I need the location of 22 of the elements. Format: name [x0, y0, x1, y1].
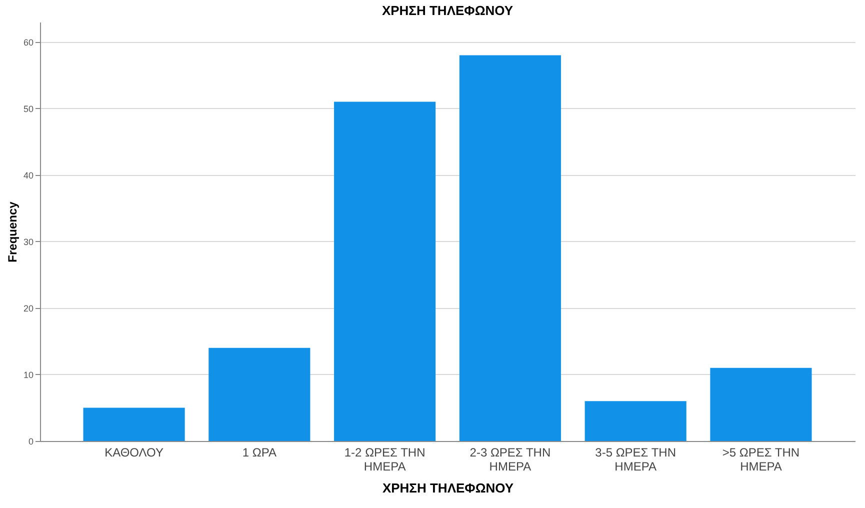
y-tick-label: 60 [23, 37, 34, 48]
x-tick-label: ΚΑΘΟΛΟΥ [104, 446, 164, 460]
x-axis-title: ΧΡΗΣΗ ΤΗΛΕΦΩΝΟΥ [382, 480, 514, 496]
x-tick-label: >5 ΩΡΕΣ ΤΗΝ ΗΜΕΡΑ [722, 446, 800, 474]
chart-title: ΧΡΗΣΗ ΤΗΛΕΦΩΝΟΥ [382, 3, 514, 18]
y-tick-label: 20 [23, 303, 34, 314]
bar [208, 348, 310, 441]
bar [584, 401, 686, 441]
y-axis-title: Frequency [5, 201, 20, 262]
y-tick-label: 0 [28, 436, 34, 446]
y-tick-label: 30 [23, 236, 34, 247]
bar [83, 408, 185, 441]
x-tick-label: 3-5 ΩΡΕΣ ΤΗΝ ΗΜΕΡΑ [595, 446, 676, 474]
y-tick-label: 40 [23, 170, 34, 180]
y-tick-label: 50 [23, 104, 34, 114]
y-tick-label: 10 [23, 370, 34, 380]
x-tick-label: 1-2 ΩΡΕΣ ΤΗΝ ΗΜΕΡΑ [344, 446, 426, 474]
bar [459, 55, 561, 441]
x-tick-label: 1 ΩΡΑ [242, 446, 276, 460]
bar [710, 368, 812, 441]
bar [334, 102, 436, 441]
x-tick-label: 2-3 ΩΡΕΣ ΤΗΝ ΗΜΕΡΑ [470, 446, 551, 474]
